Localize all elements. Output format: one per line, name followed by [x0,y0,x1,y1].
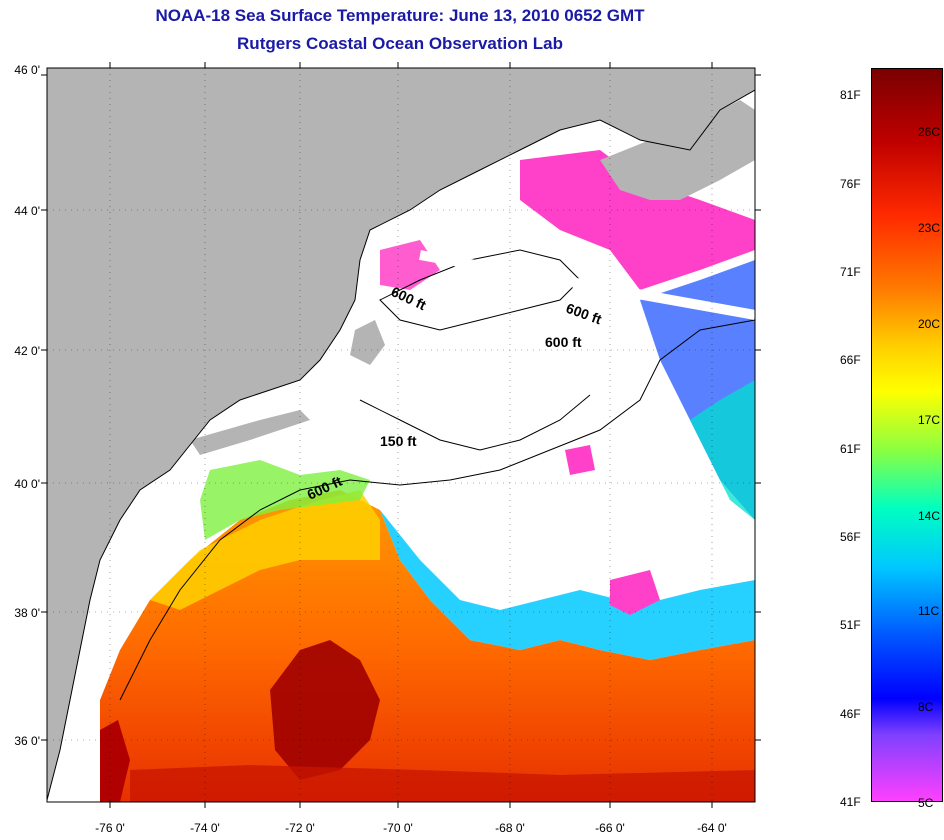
colorbar-c-label: 11C [918,604,940,618]
colorbar-c-label: 5C [918,796,934,810]
magenta-patch-center [565,445,595,475]
hot-water-coast [100,720,130,802]
lon-label: -66 0' [595,821,625,835]
colorbar-c-label: 14C [918,509,941,523]
land-long-island [190,410,310,455]
hot-water-core [270,640,380,780]
colorbar-f-label: 66F [840,353,861,367]
lon-label: -74 0' [190,821,220,835]
magenta-patch-gulf-maine [520,150,755,290]
temperature-colorbar [871,68,943,802]
colorbar-f-label: 81F [840,88,861,102]
colorbar-c-label: 23C [918,221,941,235]
contour-label: 150 ft [380,433,417,449]
lon-label: -76 0' [95,821,125,835]
transition-region [150,490,380,610]
colorbar-c-label: 17C [918,413,941,427]
coastline [47,89,755,801]
magenta-patch-east [610,570,660,615]
lat-label: 46 0' [14,63,40,77]
land-cape-cod [350,320,385,365]
lon-label: -72 0' [285,821,315,835]
contour-150ft [359,394,591,451]
contour-label: 600 ft [545,334,582,350]
satellite-swath-edge [419,250,755,320]
lat-label: 38 0' [14,606,40,620]
map-frame [46,67,756,803]
lon-label: -68 0' [495,821,525,835]
lat-label: 36 0' [14,734,40,748]
lat-label: 40 0' [14,477,40,491]
eastern-cyan-band [690,380,755,520]
green-band [200,460,370,540]
land-north [47,68,755,800]
lat-label: 42 0' [14,344,40,358]
colorbar-f-label: 76F [840,177,861,191]
hot-water-south [130,765,755,802]
axis-ticks [41,62,761,808]
colorbar-f-label: 61F [840,442,861,456]
contour-600ft [119,319,755,701]
cool-water-band [380,510,755,660]
grid-lines [47,68,755,802]
colorbar-f-label: 71F [840,265,861,279]
lon-label: -70 0' [383,821,413,835]
colorbar-f-label: 51F [840,618,861,632]
chart-title: NOAA-18 Sea Surface Temperature: June 13… [155,6,645,25]
land-nova-scotia [600,100,755,200]
colorbar-f-label: 56F [840,530,861,544]
colorbar-c-label: 26C [918,125,941,139]
chart-subtitle: Rutgers Coastal Ocean Observation Lab [237,34,563,53]
lat-label: 44 0' [14,204,40,218]
colorbar-f-label: 46F [840,707,861,721]
colorbar-c-label: 8C [918,700,934,714]
colorbar-c-label: 20C [918,317,941,331]
lon-label: -64 0' [697,821,727,835]
colorbar-f-label: 41F [840,795,861,809]
